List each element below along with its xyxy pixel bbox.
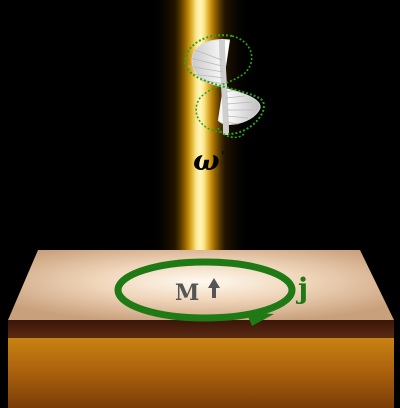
film-edge bbox=[8, 320, 394, 338]
omega-prime-mark: ' bbox=[221, 149, 224, 163]
magnetization-label: M bbox=[175, 280, 199, 306]
omega-label: ω bbox=[193, 144, 220, 177]
up-arrow-icon bbox=[208, 278, 220, 298]
circular-polarization-helix-icon bbox=[184, 34, 265, 139]
light-beam bbox=[150, 0, 250, 268]
current-label: j bbox=[295, 272, 308, 305]
film-surface bbox=[8, 250, 394, 320]
current-direction-arrow-icon bbox=[246, 312, 274, 326]
current-loop bbox=[114, 258, 296, 326]
substrate bbox=[8, 338, 394, 408]
